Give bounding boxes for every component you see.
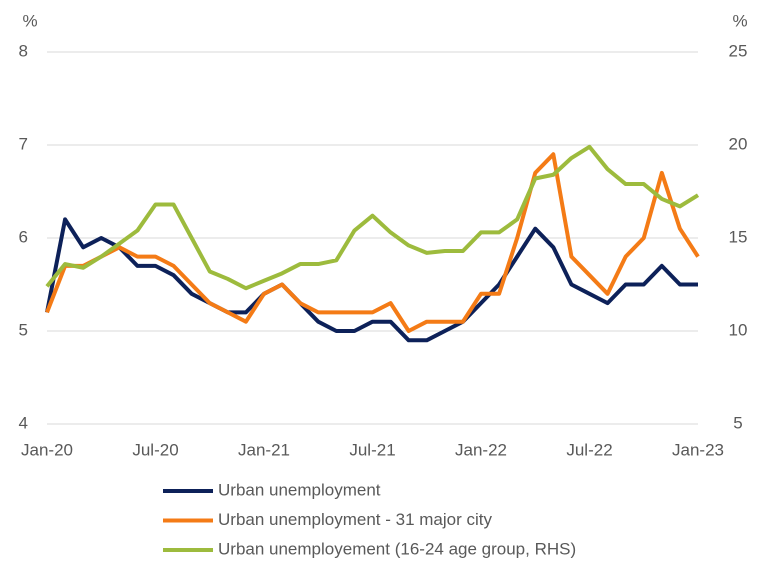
- series-line: [45, 144, 700, 291]
- x-tick-label: Jul-22: [566, 440, 612, 459]
- y-axis-unit: %: [22, 11, 37, 30]
- series-line: [45, 152, 700, 333]
- x-tick-label: Jul-21: [349, 440, 395, 459]
- x-tick-label: Jan-22: [455, 440, 507, 459]
- legend-label: Urban unemployment: [218, 480, 381, 499]
- y2-tick-label: 5: [733, 413, 742, 432]
- x-tick-label: Jul-20: [132, 440, 178, 459]
- legend-label: Urban unemployment - 31 major city: [218, 510, 493, 529]
- y2-tick-label: 15: [729, 227, 748, 246]
- series-line: [45, 217, 698, 343]
- y-tick-label: 5: [19, 320, 28, 339]
- legend-label: Urban unemployement (16-24 age group, RH…: [218, 539, 576, 558]
- y-tick-label: 4: [19, 413, 28, 432]
- y2-tick-label: 20: [729, 134, 748, 153]
- x-tick-label: Jan-21: [238, 440, 290, 459]
- x-tick-label: Jan-23: [672, 440, 724, 459]
- y-tick-label: 7: [19, 134, 28, 153]
- y-tick-label: 8: [19, 41, 28, 60]
- y2-tick-label: 10: [729, 320, 748, 339]
- x-tick-label: Jan-20: [21, 440, 73, 459]
- y2-tick-label: 25: [729, 41, 748, 60]
- y-tick-label: 6: [19, 227, 28, 246]
- y2-axis-unit: %: [732, 11, 747, 30]
